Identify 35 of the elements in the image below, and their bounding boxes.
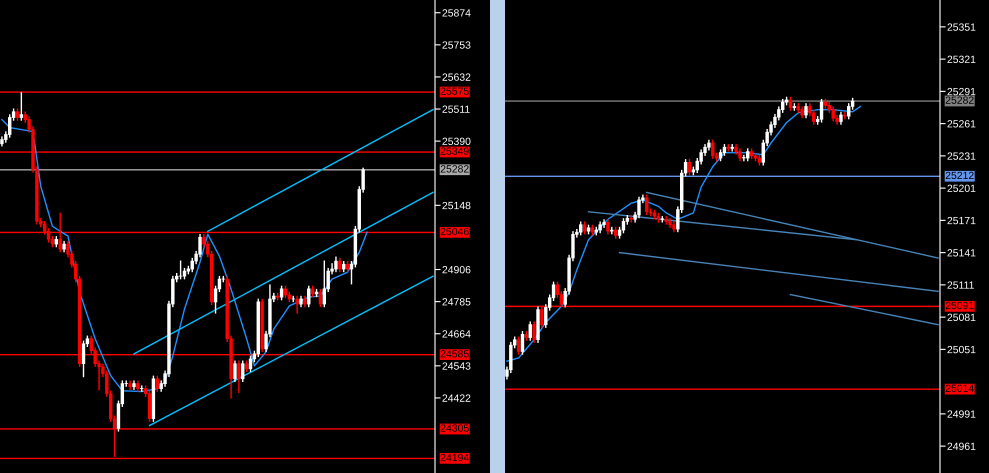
y-tick-label: 24961 (947, 442, 976, 450)
y-tick-label: 25291 (947, 88, 976, 96)
y-tick-label: 25753 (442, 41, 470, 49)
ref-line-label: 25212 (946, 172, 974, 180)
y-tick-label: 25171 (947, 216, 976, 224)
y-tick-label: 24422 (442, 394, 470, 402)
ref-line-label: 24194 (440, 454, 469, 462)
y-tick-label: 25081 (947, 314, 976, 321)
y-tick-label: 25141 (947, 249, 976, 256)
ref-line-label: 25282 (946, 96, 974, 104)
ref-line-label: 24585 (440, 350, 469, 358)
ref-line-label: 25282 (440, 165, 469, 173)
y-tick-label: 25231 (947, 152, 976, 160)
ref-line-label: 25014 (946, 384, 974, 392)
y-tick-label: 25321 (947, 56, 976, 63)
y-tick-label: 25051 (947, 346, 976, 354)
ref-line-label: 25349 (440, 147, 469, 155)
y-tick-label: 24991 (947, 410, 976, 418)
y-tick-label: 25390 (442, 138, 471, 146)
ref-line-label: 24305 (440, 424, 469, 432)
y-tick-label: 24785 (442, 298, 470, 306)
y-tick-label: 24664 (442, 330, 471, 338)
y-tick-label: 25261 (947, 120, 976, 128)
y-tick-label: 24543 (442, 362, 470, 370)
y-tick-label: 25111 (947, 281, 974, 289)
y-tick-label: 25874 (442, 9, 471, 17)
y-tick-label: 25511 (442, 106, 470, 113)
y-tick-label: 25351 (947, 23, 976, 31)
y-tick-label: 24906 (442, 266, 470, 274)
ref-line-label: 25575 (440, 87, 469, 95)
ref-line-label: 25046 (440, 228, 469, 236)
ref-line-label: 25091 (946, 302, 974, 310)
y-tick-label: 25148 (442, 202, 470, 210)
y-tick-label: 25632 (442, 73, 470, 81)
y-tick-label: 25201 (947, 184, 976, 192)
